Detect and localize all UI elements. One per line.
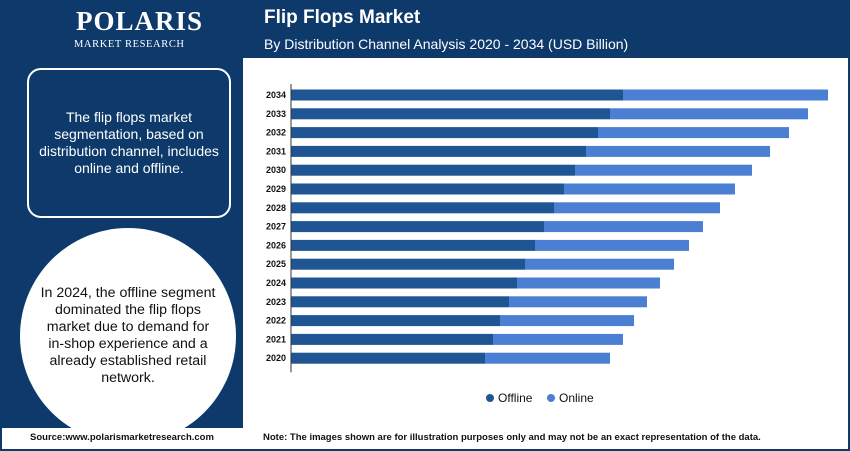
- segmentation-info-text: The flip flops market segmentation, base…: [39, 109, 219, 176]
- bar-online-2033: [610, 108, 808, 120]
- bar-online-2020: [485, 352, 610, 364]
- chart-tick-labels: 2034 2033 2032 2031 2030 2029 2028 2027 2026 2025…: [266, 90, 286, 363]
- tick-label-2030: 2030: [266, 165, 286, 175]
- source-text: Source:www.polarismarketresearch.com: [30, 432, 214, 443]
- bar-online-2026: [535, 239, 689, 251]
- tick-label-2022: 2022: [266, 316, 286, 326]
- header-bar: [0, 0, 850, 58]
- bar-online-2022: [500, 315, 634, 327]
- bar-online-2031: [586, 145, 770, 157]
- page-title: Flip Flops Market: [264, 7, 421, 28]
- bar-offline-2033: [291, 108, 610, 120]
- bar-offline-2025: [291, 258, 525, 270]
- bar-online-2032: [598, 127, 789, 139]
- insight-circle: In 2024, the offline segment dominated t…: [20, 228, 236, 444]
- tick-label-2031: 2031: [266, 146, 286, 156]
- bar-offline-2027: [291, 221, 544, 233]
- bar-online-2023: [509, 296, 647, 308]
- insight-text: In 2024, the offline segment dominated t…: [40, 285, 216, 386]
- bar-online-2030: [575, 164, 752, 176]
- legend-label-online: Online: [559, 391, 594, 405]
- bar-offline-2032: [291, 127, 598, 139]
- bar-chart: 2034 2033 2032 2031 2030 2029 2028 2027 2026 2025…: [266, 84, 828, 405]
- disclaimer-note: Note: The images shown are for illustrat…: [263, 432, 761, 443]
- chart-bars: [291, 89, 828, 364]
- brand-tagline: MARKET RESEARCH: [74, 39, 185, 50]
- bar-offline-2026: [291, 239, 535, 251]
- tick-label-2032: 2032: [266, 128, 286, 138]
- legend-marker-online: [547, 394, 555, 402]
- bar-online-2034: [623, 89, 828, 101]
- tick-label-2028: 2028: [266, 203, 286, 213]
- tick-label-2029: 2029: [266, 184, 286, 194]
- tick-label-2026: 2026: [266, 240, 286, 250]
- bar-offline-2021: [291, 333, 493, 345]
- chart-legend: Offline Online: [486, 391, 594, 405]
- bar-offline-2024: [291, 277, 517, 289]
- tick-label-2034: 2034: [266, 90, 286, 100]
- bar-online-2029: [564, 183, 735, 195]
- bar-offline-2022: [291, 315, 500, 327]
- bar-online-2027: [544, 221, 703, 233]
- tick-label-2021: 2021: [266, 334, 286, 344]
- segmentation-info-box: The flip flops market segmentation, base…: [27, 68, 231, 218]
- bar-offline-2029: [291, 183, 564, 195]
- bar-offline-2030: [291, 164, 575, 176]
- tick-label-2023: 2023: [266, 297, 286, 307]
- bar-offline-2034: [291, 89, 623, 101]
- bar-offline-2023: [291, 296, 509, 308]
- tick-label-2027: 2027: [266, 222, 286, 232]
- bar-offline-2028: [291, 202, 554, 214]
- tick-label-2024: 2024: [266, 278, 286, 288]
- brand-logo: POLARIS: [76, 6, 204, 36]
- bar-online-2024: [517, 277, 660, 289]
- bar-online-2021: [493, 333, 623, 345]
- legend-marker-offline: [486, 394, 494, 402]
- bar-online-2025: [525, 258, 674, 270]
- legend-label-offline: Offline: [498, 391, 533, 405]
- bar-offline-2031: [291, 145, 586, 157]
- tick-label-2020: 2020: [266, 353, 286, 363]
- bar-offline-2020: [291, 352, 485, 364]
- tick-label-2033: 2033: [266, 109, 286, 119]
- bar-online-2028: [554, 202, 720, 214]
- tick-label-2025: 2025: [266, 259, 286, 269]
- page-subtitle: By Distribution Channel Analysis 2020 - …: [264, 36, 629, 52]
